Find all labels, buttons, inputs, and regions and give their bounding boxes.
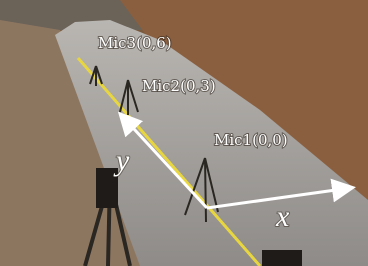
y-axis-label: y [113, 144, 130, 177]
equipment [262, 250, 302, 266]
scene: Mic3(0,6) Mic2(0,3) Mic1(0,0) y x [0, 0, 368, 266]
x-axis-label: x [275, 200, 290, 233]
mic1-label: Mic1(0,0) [214, 131, 288, 149]
mic2-label: Mic2(0,3) [142, 77, 216, 95]
mic3-label: Mic3(0,6) [98, 34, 172, 52]
camera [96, 168, 118, 208]
